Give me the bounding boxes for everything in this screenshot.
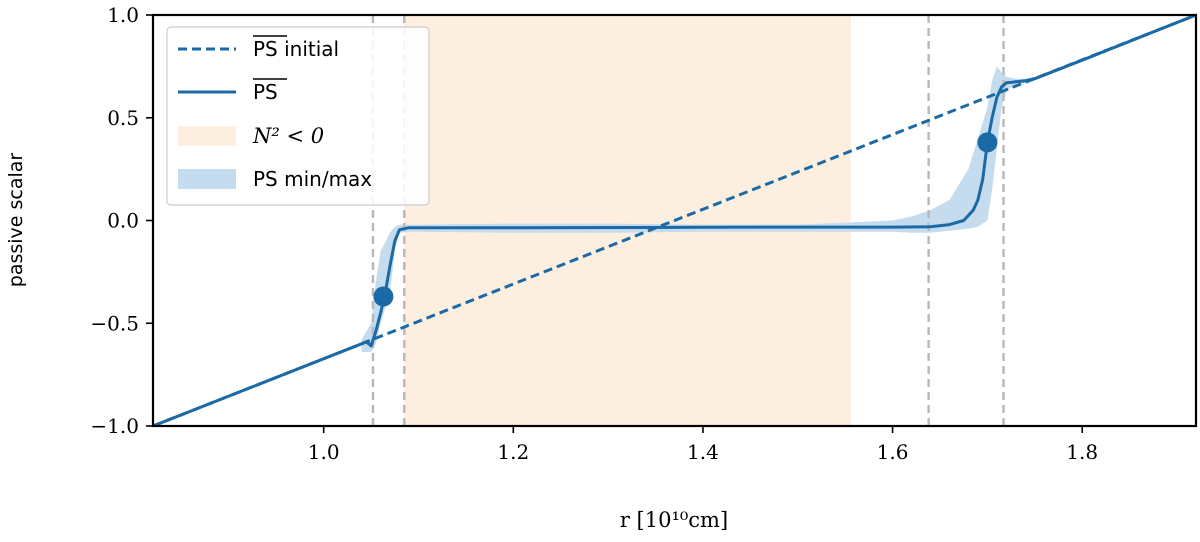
legend-box — [166, 26, 430, 206]
unstable-region — [404, 15, 851, 426]
y-tick-label-3: 0.5 — [107, 106, 139, 130]
legend-swatch-unstable — [178, 126, 236, 146]
marker-layer — [373, 132, 998, 307]
legend-label-minmax: PS min/max — [253, 167, 372, 191]
legend-label-ps-initial: PS initial — [253, 37, 339, 61]
x-tick-label-1.4: 1.4 — [687, 440, 719, 464]
legend-label-unstable: N² < 0 — [252, 124, 324, 148]
y-axis-label: passive scalar — [5, 153, 27, 288]
legend: PS initial PS N² < 0 PS min/max — [166, 26, 430, 206]
y-tick-label-4: 1.0 — [107, 3, 139, 27]
x-tick-label-1.0: 1.0 — [308, 440, 340, 464]
x-tick-label-1.8: 1.8 — [1066, 440, 1098, 464]
tick-layer: 1.0 1.2 1.4 1.6 1.8 −1.0 −0.5 0.0 0.5 1.0 — [90, 3, 1098, 464]
y-tick-label-0: −1.0 — [90, 414, 139, 438]
y-tick-label-2: 0.0 — [107, 209, 139, 233]
legend-swatch-minmax — [178, 169, 236, 189]
x-axis-label: r [10¹⁰cm] — [620, 508, 728, 532]
legend-label-ps: PS — [253, 80, 278, 104]
boundary-marker-1 — [373, 286, 394, 307]
x-tick-label-1.2: 1.2 — [497, 440, 529, 464]
boundary-marker-2 — [977, 132, 998, 153]
y-tick-label-1: −0.5 — [90, 311, 139, 335]
shade-layer — [404, 15, 851, 426]
plot-area — [153, 15, 1196, 426]
x-tick-label-1.6: 1.6 — [877, 440, 909, 464]
